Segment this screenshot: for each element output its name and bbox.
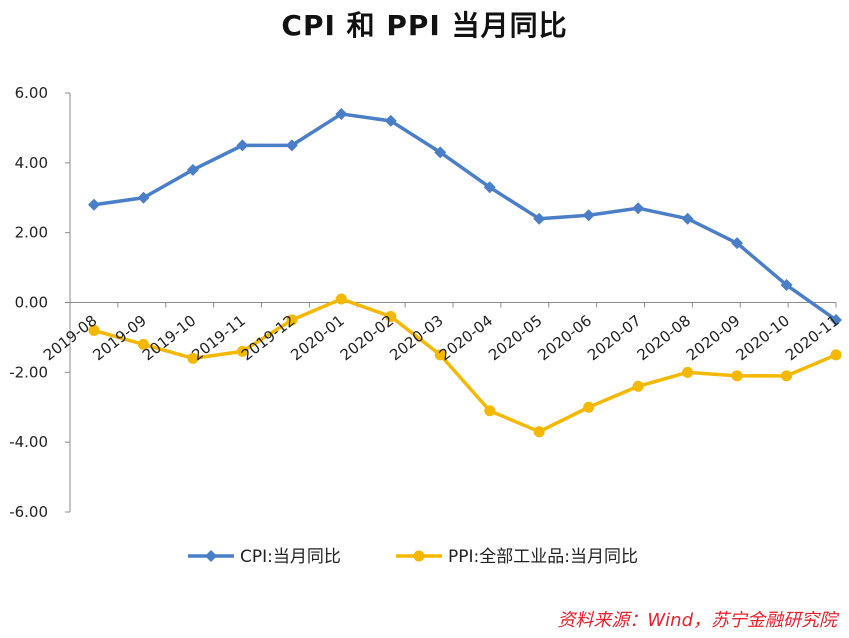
- y-tick-label: -6.00: [9, 503, 48, 521]
- series-line: [93, 112, 838, 322]
- data-point: [484, 405, 496, 417]
- data-point: [186, 163, 199, 176]
- data-point: [533, 426, 545, 438]
- data-point: [830, 313, 842, 326]
- x-tick-label: 2019-12: [238, 311, 298, 364]
- series-ppi: [88, 293, 842, 438]
- legend-marker: [413, 550, 425, 562]
- data-point: [137, 338, 149, 350]
- data-point: [781, 370, 793, 382]
- data-point: [582, 209, 595, 222]
- data-point: [137, 191, 150, 204]
- data-point: [731, 370, 743, 382]
- data-point: [88, 198, 100, 211]
- legend-item: CPI:当月同比: [188, 547, 341, 567]
- data-point: [335, 107, 348, 120]
- source-note: 资料来源：Wind，苏宁金融研究院: [557, 610, 837, 631]
- data-point: [682, 366, 694, 378]
- x-tick-label: 2020-08: [634, 311, 694, 364]
- data-point: [187, 352, 199, 364]
- legend-label: CPI:当月同比: [240, 547, 341, 567]
- data-point: [780, 279, 793, 292]
- series-cpi: [88, 107, 842, 326]
- y-tick-label: 0.00: [15, 294, 48, 312]
- data-point: [385, 310, 397, 322]
- data-point: [286, 314, 298, 326]
- x-tick-labels: 2019-082019-092019-102019-112019-122020-…: [40, 311, 842, 364]
- y-tick-label: 6.00: [15, 84, 48, 102]
- data-point: [632, 380, 644, 392]
- x-tick-label: 2020-04: [436, 311, 496, 364]
- x-tick-label: 2020-05: [485, 311, 545, 364]
- data-point: [335, 293, 347, 305]
- chart-title: CPI 和 PPI 当月同比: [281, 9, 568, 42]
- data-point: [632, 202, 645, 215]
- y-tick-label: 4.00: [15, 154, 48, 172]
- data-point: [236, 139, 249, 152]
- x-tick-label: 2020-07: [584, 311, 644, 364]
- y-tick-label: -4.00: [9, 433, 48, 451]
- data-point: [583, 401, 595, 413]
- axes: 6.00 4.00 2.00 0.00 -2.00 -4.00 -6.00: [9, 84, 837, 521]
- x-tick-label: 2020-06: [535, 311, 595, 364]
- data-point: [731, 237, 744, 250]
- data-point: [434, 349, 446, 361]
- series-line: [93, 297, 837, 434]
- y-tick-label: -2.00: [9, 363, 48, 381]
- x-tick-label: 2020-09: [683, 311, 743, 364]
- legend-marker: [205, 550, 217, 562]
- data-point: [681, 212, 694, 225]
- series-layer: [88, 107, 842, 438]
- data-point: [830, 349, 842, 361]
- legend-label: PPI:全部工业品:当月同比: [448, 547, 638, 567]
- data-point: [384, 114, 397, 127]
- data-point: [236, 345, 248, 357]
- legend: CPI:当月同比 PPI:全部工业品:当月同比: [188, 547, 638, 567]
- x-tick-label: 2020-10: [733, 311, 793, 364]
- data-point: [533, 212, 546, 225]
- data-point: [88, 324, 100, 336]
- data-point: [434, 146, 447, 159]
- data-point: [285, 139, 298, 152]
- legend-item: PPI:全部工业品:当月同比: [396, 547, 638, 567]
- data-point: [483, 181, 496, 194]
- x-tick-label: 2020-02: [337, 311, 397, 364]
- x-tick-label: 2019-09: [89, 311, 149, 364]
- y-tick-label: 2.00: [15, 224, 48, 242]
